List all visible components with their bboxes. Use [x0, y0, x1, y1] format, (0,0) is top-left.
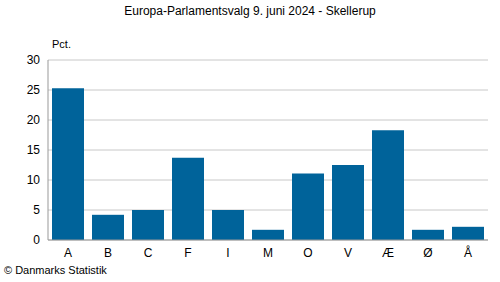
- svg-text:C: C: [144, 246, 153, 260]
- svg-text:F: F: [184, 246, 191, 260]
- svg-text:30: 30: [27, 53, 41, 67]
- html-text:Pct.: Pct.: [52, 38, 71, 50]
- svg-text:25: 25: [27, 83, 41, 97]
- svg-text:O: O: [303, 246, 312, 260]
- svg-text:B: B: [104, 246, 112, 260]
- svg-text:15: 15: [27, 143, 41, 157]
- svg-text:20: 20: [27, 113, 41, 127]
- svg-text:0: 0: [33, 233, 40, 247]
- svg-text:I: I: [226, 246, 229, 260]
- svg-text:V: V: [344, 246, 352, 260]
- svg-text:A: A: [64, 246, 72, 260]
- html-text:Europa-Parlamentsvalg 9. juni: Europa-Parlamentsvalg 9. juni 2024 - Ske…: [124, 4, 376, 18]
- svg-text:Å: Å: [464, 245, 472, 260]
- svg-text:5: 5: [33, 203, 40, 217]
- svg-text:Æ: Æ: [382, 246, 394, 260]
- svg-text:10: 10: [27, 173, 41, 187]
- svg-text:M: M: [263, 246, 273, 260]
- html-text:© Danmarks Statistik: © Danmarks Statistik: [4, 264, 107, 276]
- svg-text:Ø: Ø: [423, 246, 432, 260]
